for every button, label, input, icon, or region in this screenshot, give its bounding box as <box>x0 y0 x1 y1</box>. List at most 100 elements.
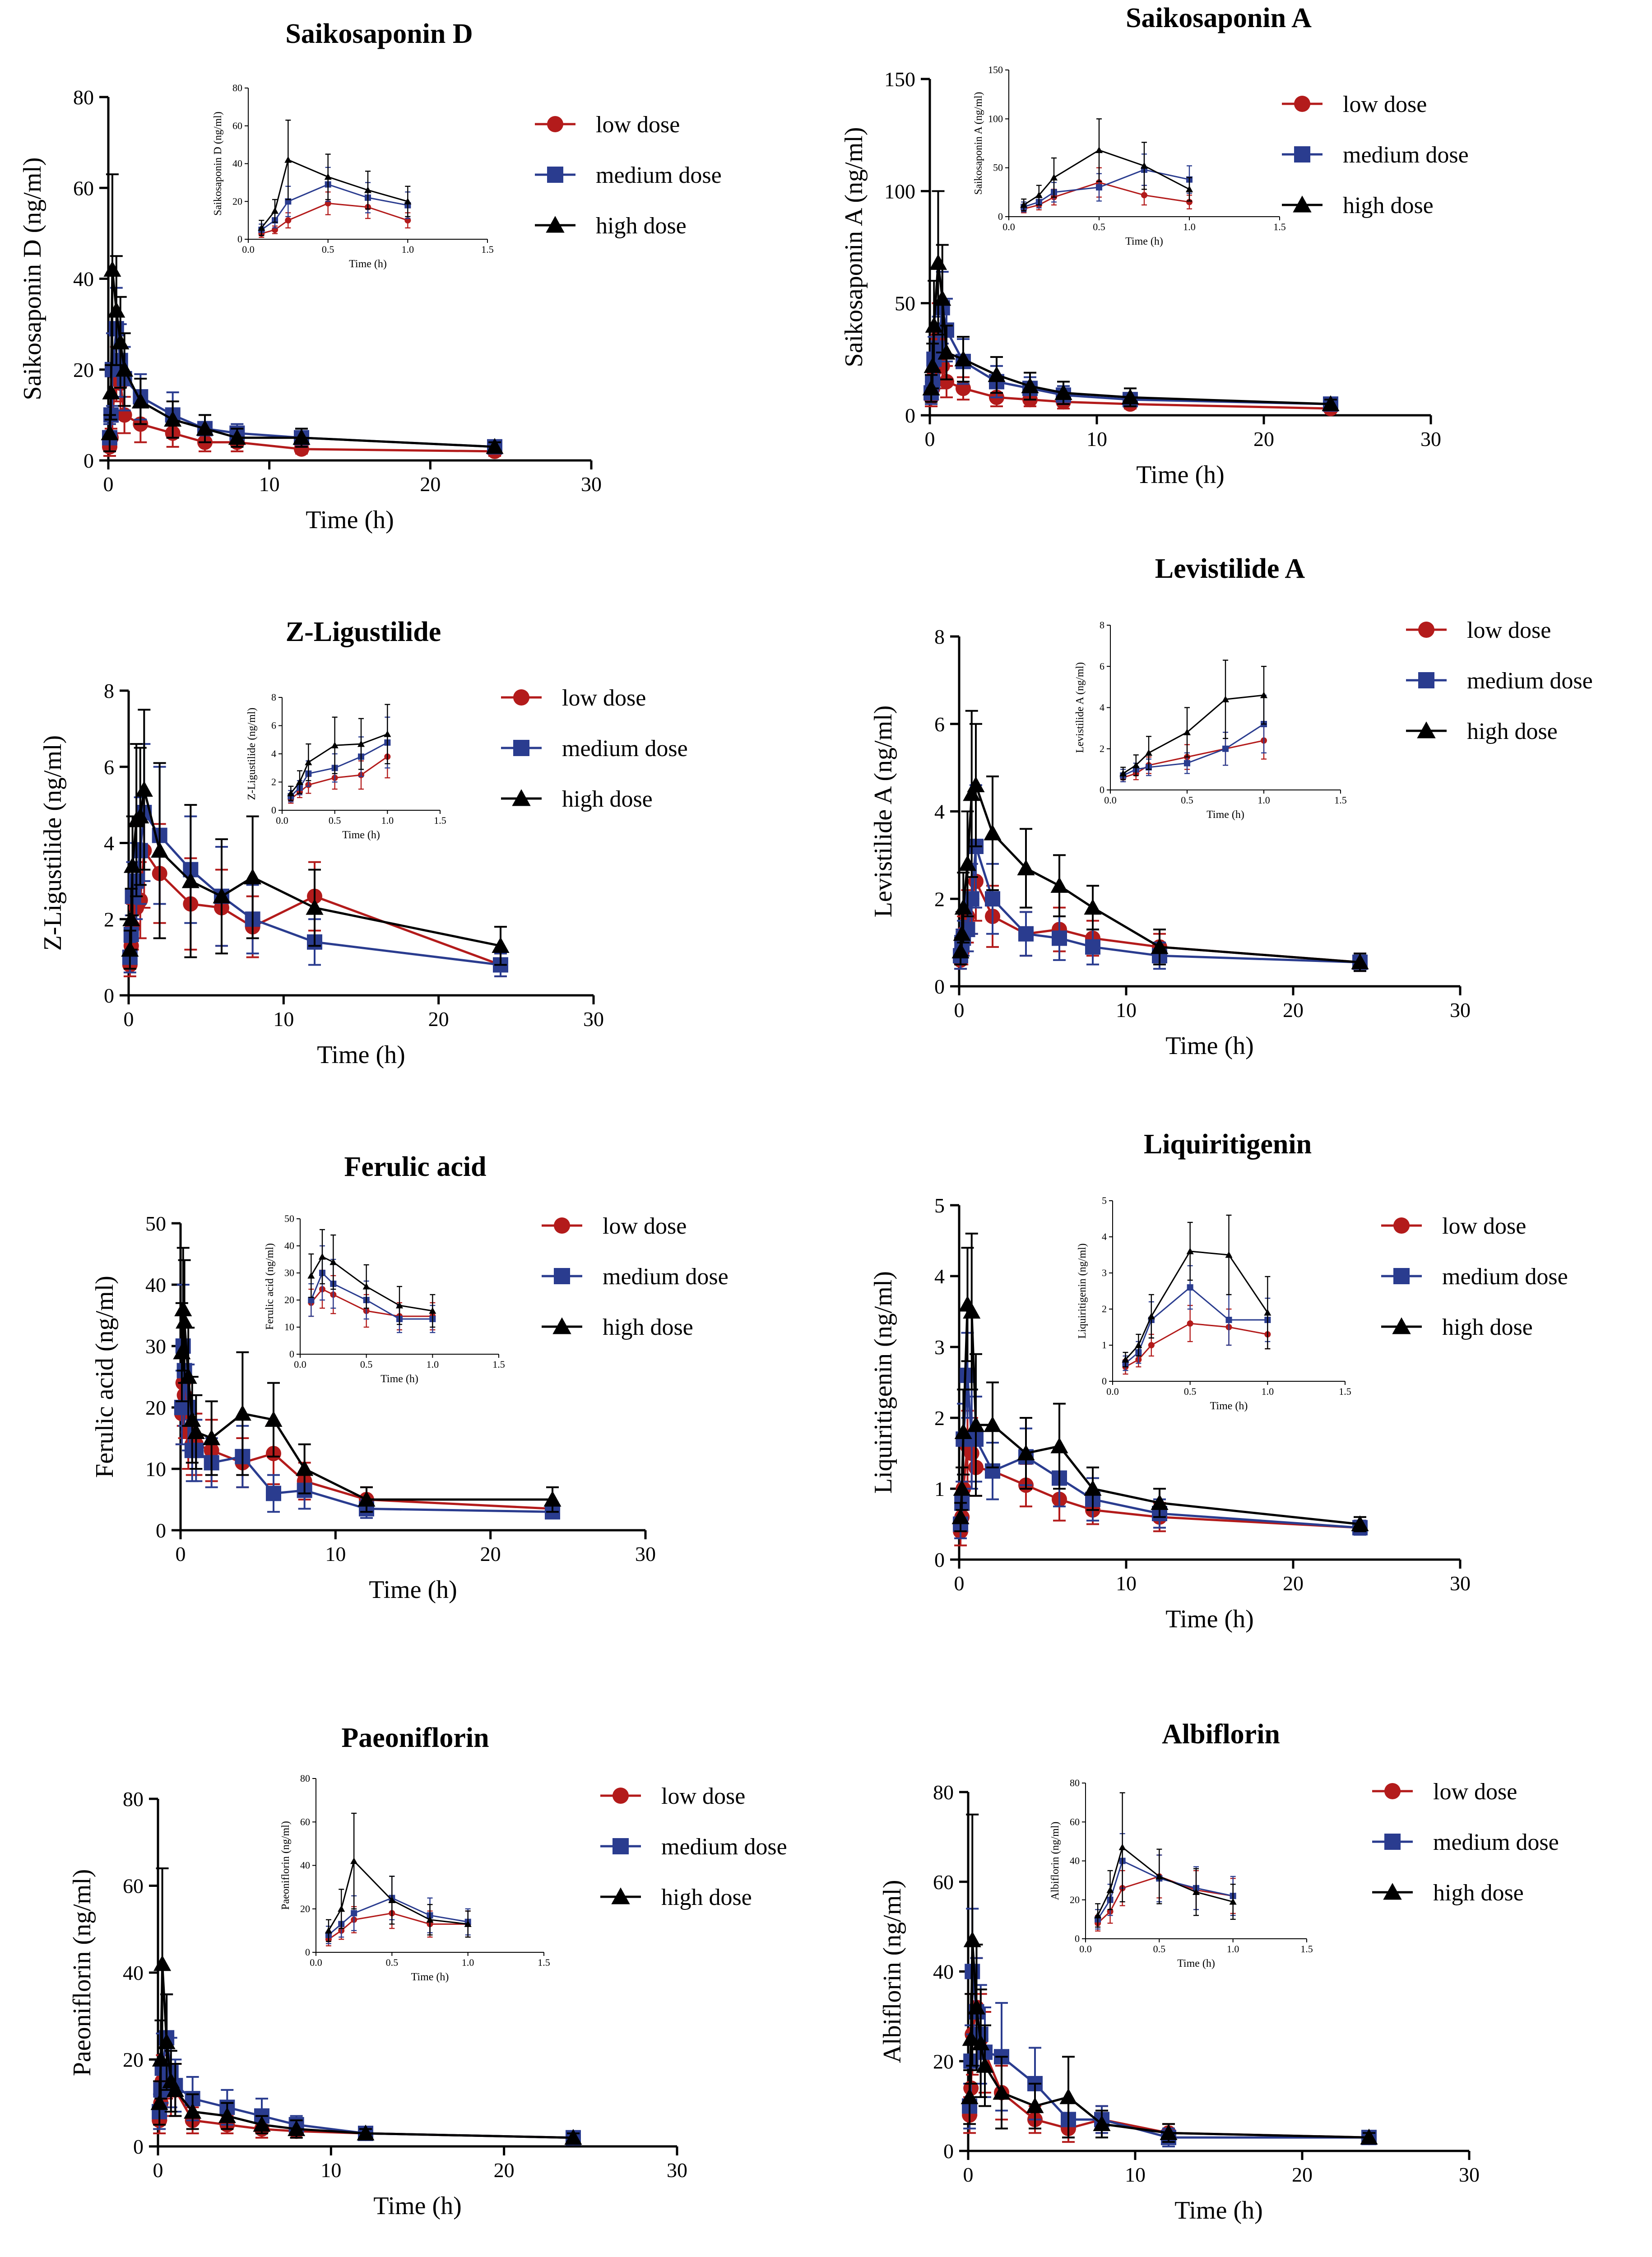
saikosaponin-a-series-high-point <box>923 357 942 373</box>
levistilide-a-y-tick-label: 4 <box>934 800 945 823</box>
ferulic-acid-inset-y-axis-label: Ferulic acid (ng/ml) <box>264 1243 276 1330</box>
saikosaponin-d-series-high-point <box>103 260 121 277</box>
levistilide-a-inset-series-medium-point <box>1222 745 1229 752</box>
saikosaponin-a-legend-marker-high <box>1293 195 1312 213</box>
ferulic-acid-series-high-point <box>176 1313 194 1329</box>
ferulic-acid-y-tick-label: 40 <box>145 1273 166 1296</box>
saikosaponin-a-inset-series-low-point <box>1141 192 1147 199</box>
z-ligustilide-x-tick-label: 30 <box>583 1008 604 1031</box>
liquiritigenin-inset-series-low-point <box>1187 1320 1193 1327</box>
levistilide-a-series-high-point <box>1084 899 1102 915</box>
saikosaponin-d-y-tick-label: 40 <box>73 268 94 291</box>
liquiritigenin-inset-series-high-point <box>1147 1312 1155 1319</box>
paeoniflorin-legend-marker-medium <box>613 1838 629 1854</box>
z-ligustilide-inset-series-high-point <box>331 742 339 748</box>
levistilide-a-inset-x-axis-label: Time (h) <box>1207 809 1244 821</box>
liquiritigenin-inset-y-tick-label: 2 <box>1102 1303 1107 1314</box>
ferulic-acid-inset-series-medium-point <box>308 1297 315 1303</box>
liquiritigenin-inset-series-medium-point <box>1225 1317 1232 1323</box>
liquiritigenin-inset-y-tick-label: 5 <box>1102 1195 1107 1206</box>
albiflorin-inset-series-high-line <box>1097 1846 1234 1916</box>
ferulic-acid-legend-marker-medium <box>554 1268 570 1284</box>
levistilide-a-series-high-point <box>967 776 985 793</box>
paeoniflorin-inset-series-high-point <box>388 1896 396 1903</box>
albiflorin-x-tick-label: 30 <box>1459 2163 1480 2186</box>
levistilide-a-series-high-point <box>1351 953 1369 970</box>
saikosaponin-d-inset-series-high-point <box>364 186 372 193</box>
levistilide-a-inset-y-tick-label: 6 <box>1100 660 1104 672</box>
paeoniflorin-inset-series-medium-point <box>351 1910 357 1917</box>
saikosaponin-a-series-high-point <box>1054 384 1072 400</box>
z-ligustilide-y-tick-label: 4 <box>104 832 114 855</box>
levistilide-a-legend-label-low: low dose <box>1467 618 1551 643</box>
saikosaponin-a-inset-series-low-point <box>1186 199 1193 205</box>
liquiritigenin-legend-label-low: low dose <box>1442 1213 1526 1239</box>
z-ligustilide-series-high-point <box>122 910 140 926</box>
z-ligustilide-inset-x-axis-label: Time (h) <box>342 829 380 841</box>
saikosaponin-a-inset-y-tick-label: 0 <box>998 211 1003 222</box>
saikosaponin-d-series-high-point <box>101 424 119 441</box>
paeoniflorin-legend-marker-low <box>613 1788 629 1804</box>
liquiritigenin-y-axis-label: Liquiritigenin (ng/ml) <box>869 1271 897 1494</box>
levistilide-a-inset-y-tick-label: 4 <box>1100 702 1104 713</box>
paeoniflorin-series-high-point <box>153 1955 172 1971</box>
levistilide-a-inset-series-high-line <box>1123 694 1264 774</box>
ferulic-acid-series-high-point <box>265 1411 283 1427</box>
saikosaponin-d-inset-x-tick-label: 0.0 <box>242 244 255 255</box>
saikosaponin-d-series-high-point <box>107 302 125 318</box>
albiflorin-inset-series-high-point <box>1192 1888 1200 1895</box>
saikosaponin-d-x-tick-label: 30 <box>581 473 602 496</box>
paeoniflorin-series-high-point <box>218 2107 236 2123</box>
ferulic-acid-inset-series-medium-line <box>310 1272 433 1320</box>
albiflorin-inset-y-axis-label: Albiflorin (ng/ml) <box>1049 1822 1061 1900</box>
ferulic-acid-inset-y-tick-label: 0 <box>289 1348 294 1360</box>
saikosaponin-a-x-axis-label: Time (h) <box>1136 461 1225 489</box>
saikosaponin-a-inset-x-tick-label: 1.5 <box>1273 221 1286 232</box>
ferulic-acid-x-tick-label: 0 <box>176 1542 186 1565</box>
saikosaponin-d-inset-y-tick-label: 80 <box>232 82 242 93</box>
saikosaponin-a-inset-y-tick-label: 150 <box>988 64 1003 75</box>
ferulic-acid-legend-marker-low <box>554 1217 570 1234</box>
saikosaponin-d-x-tick-label: 10 <box>259 473 280 496</box>
liquiritigenin-y-tick-label: 5 <box>934 1194 945 1217</box>
levistilide-a-x-tick-label: 10 <box>1116 998 1137 1022</box>
paeoniflorin-inset-series-high-point <box>464 1920 472 1927</box>
ferulic-acid-inset-y-tick-label: 30 <box>284 1267 294 1278</box>
paeoniflorin-inset-y-tick-label: 60 <box>300 1816 310 1827</box>
z-ligustilide-series-high-point <box>181 872 200 888</box>
z-ligustilide-x-tick-label: 10 <box>273 1008 294 1031</box>
ferulic-acid-y-tick-label: 10 <box>145 1458 166 1481</box>
levistilide-a-series-high-point <box>1151 938 1169 954</box>
albiflorin-y-tick-label: 80 <box>933 1781 954 1804</box>
ferulic-acid-series-high-line <box>181 1309 552 1501</box>
saikosaponin-d-legend-label-low: low dose <box>596 112 680 138</box>
ferulic-acid-panel: Ferulic acid 0 10 20 30 0 10 20 30 40 50 Time (h) Fe… <box>91 1152 729 1604</box>
albiflorin-series-high-point <box>1360 2128 1378 2145</box>
paeoniflorin-x-tick-label: 10 <box>320 2159 341 2182</box>
liquiritigenin-series-high-point <box>953 1480 971 1496</box>
saikosaponin-a-inset-series-high-point <box>1095 146 1103 153</box>
ferulic-acid-y-axis-label: Ferulic acid (ng/ml) <box>91 1276 119 1478</box>
saikosaponin-a-series-high-point <box>954 350 972 367</box>
z-ligustilide-legend: low dose medium dose high dose <box>501 685 688 812</box>
albiflorin-y-tick-label: 60 <box>933 1871 954 1894</box>
levistilide-a-inset-series-high-point <box>1183 729 1191 735</box>
liquiritigenin-y-tick-label: 4 <box>934 1265 945 1288</box>
saikosaponin-a-inset-series-high-point <box>1020 201 1028 208</box>
z-ligustilide-inset-y-tick-label: 4 <box>271 748 276 759</box>
paeoniflorin-panel: Paeoniflorin 0 10 20 30 0 20 40 60 80 Time (h) Paeo… <box>68 1723 787 2220</box>
ferulic-acid-inset-y-tick-label: 40 <box>284 1240 294 1251</box>
paeoniflorin-inset-x-tick-label: 0.0 <box>310 1957 322 1968</box>
z-ligustilide-inset-y-axis-label: Z-Ligustilide (ng/ml) <box>246 708 258 800</box>
albiflorin-inset-x-tick-label: 1.5 <box>1300 1943 1313 1955</box>
saikosaponin-d-legend-label-medium: medium dose <box>596 163 722 188</box>
liquiritigenin-inset-y-tick-label: 3 <box>1102 1267 1107 1278</box>
liquiritigenin-series-high-point <box>951 1508 970 1524</box>
levistilide-a-y-tick-label: 0 <box>934 975 945 998</box>
ferulic-acid-x-tick-label: 30 <box>635 1542 656 1565</box>
liquiritigenin-inset-y-tick-label: 1 <box>1102 1339 1107 1351</box>
paeoniflorin-inset-series-high-point <box>426 1916 434 1923</box>
albiflorin-inset-y-tick-label: 40 <box>1070 1855 1080 1867</box>
levistilide-a-title: Levistilide A <box>1155 553 1305 584</box>
